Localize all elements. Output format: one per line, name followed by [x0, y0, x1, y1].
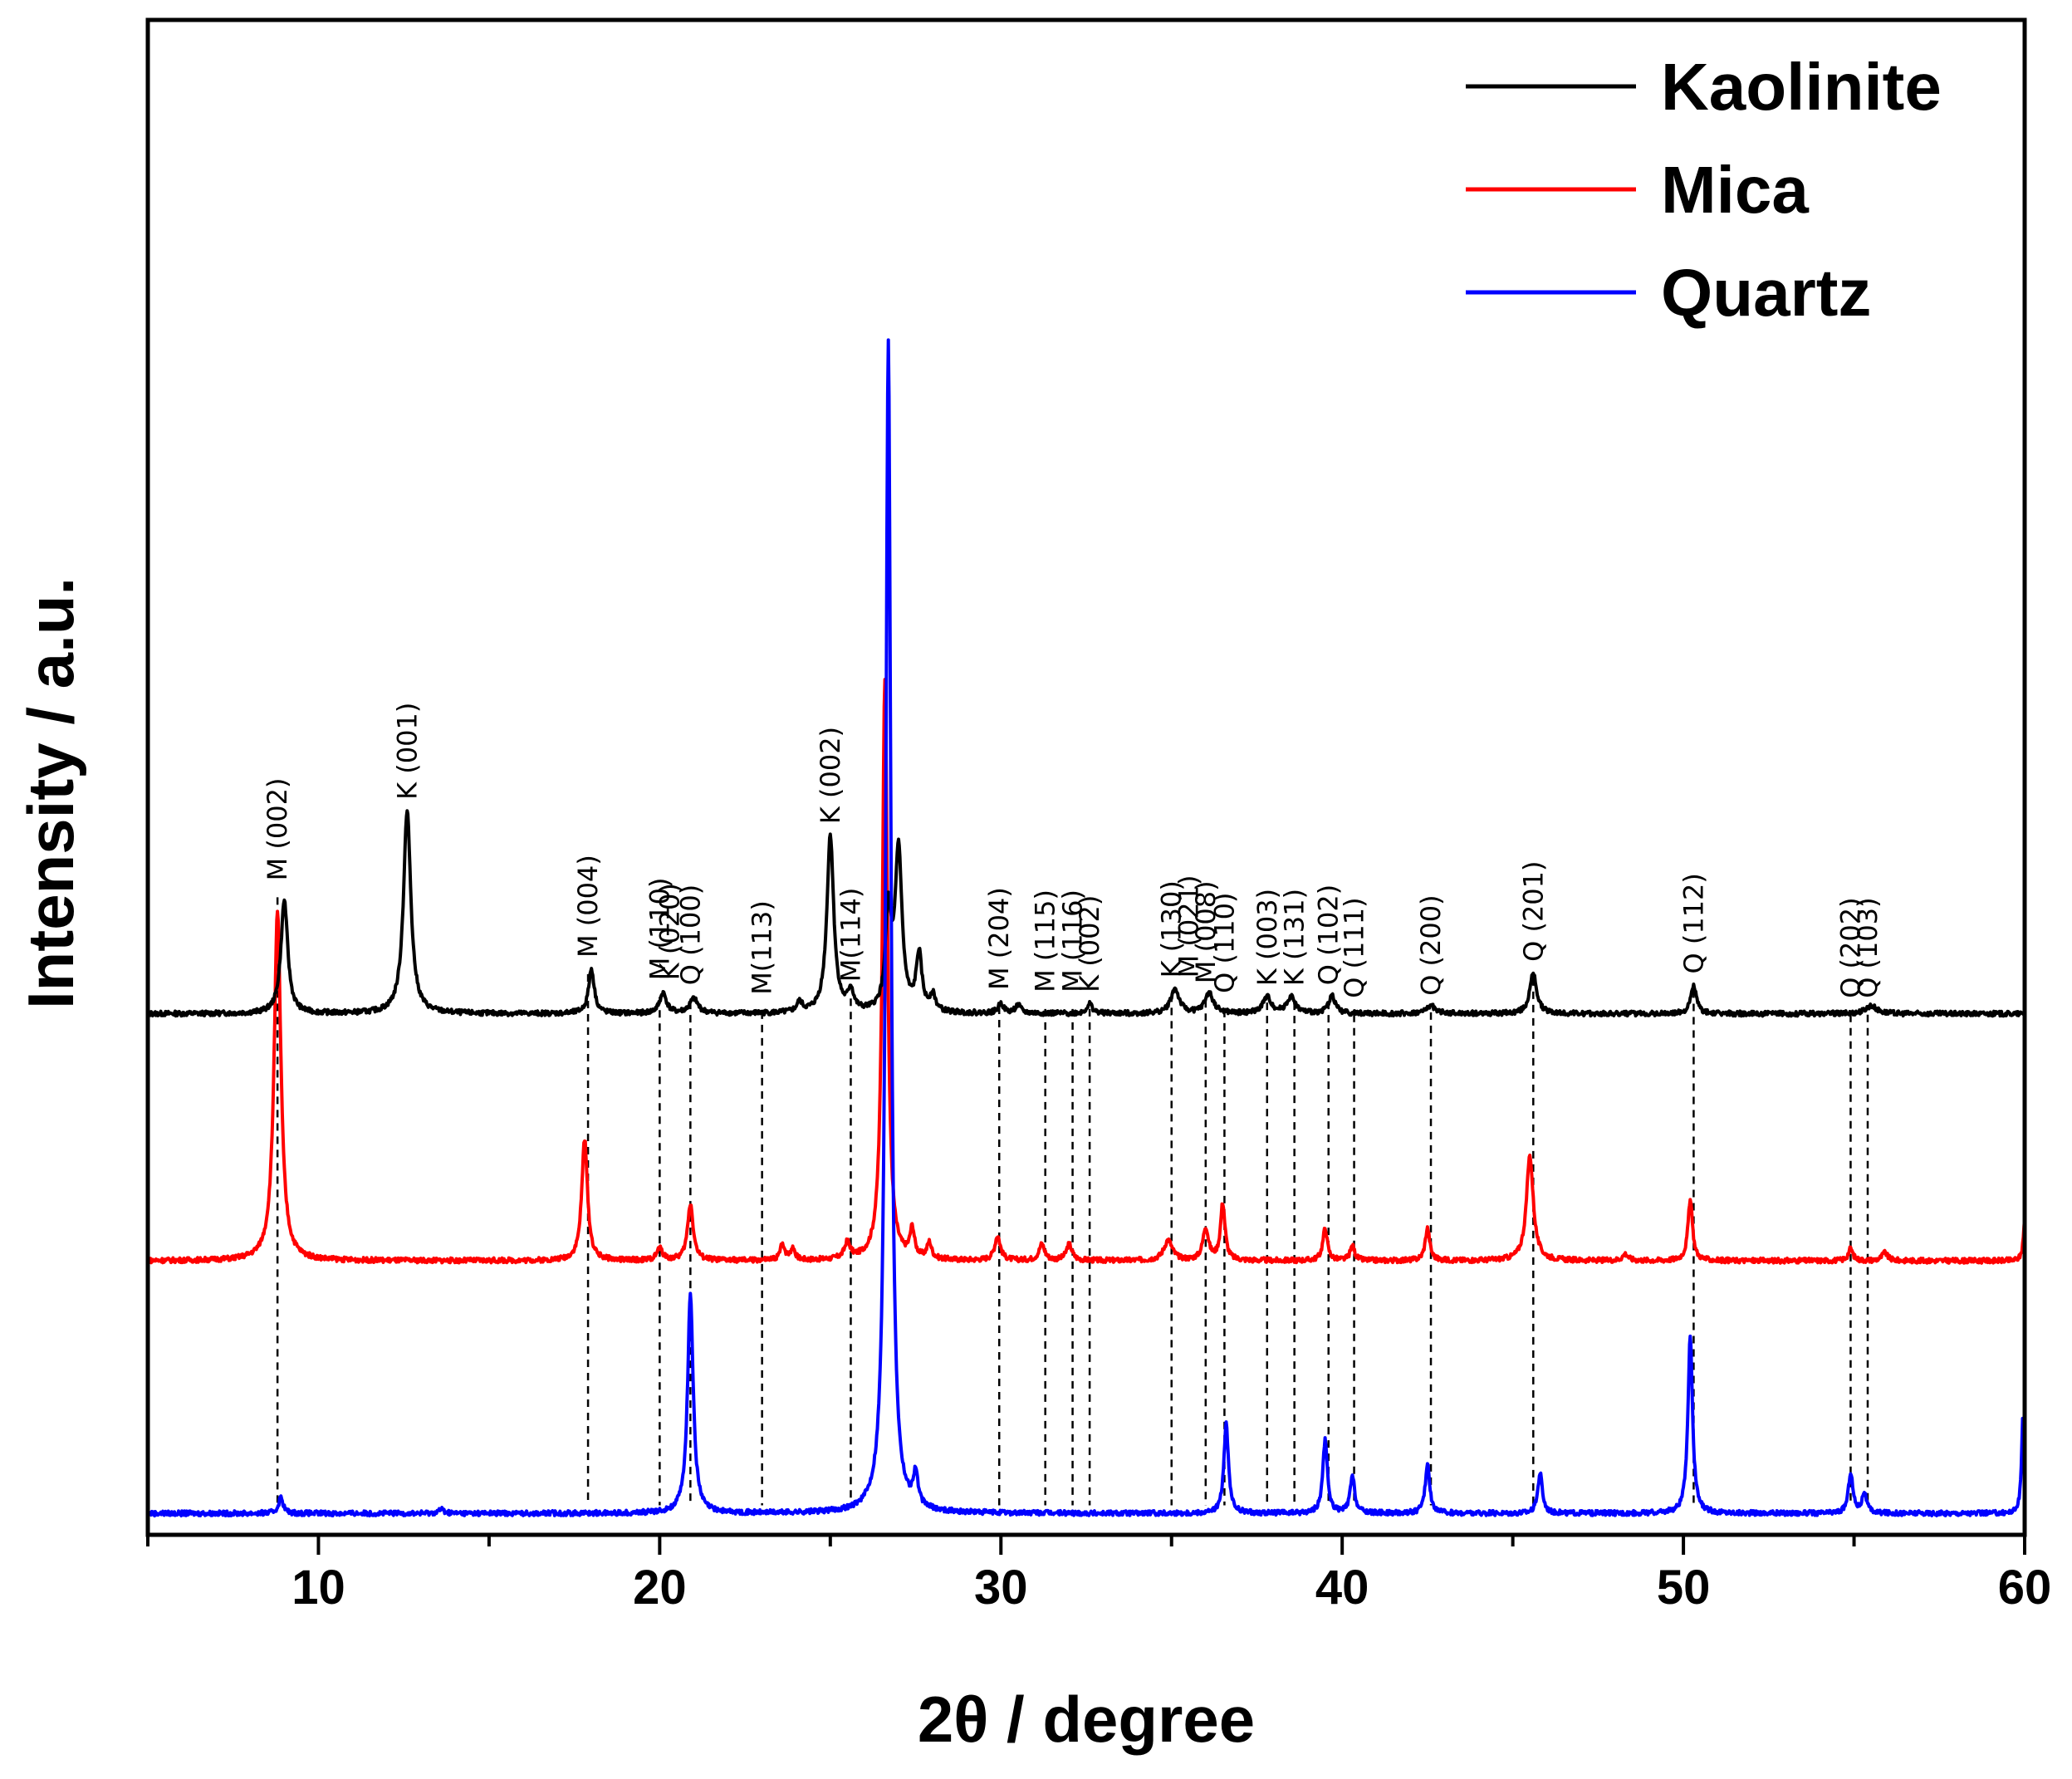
peak-label: Q (110)	[1208, 892, 1240, 992]
peak-label: Q (100)	[674, 885, 706, 985]
peak-label: K (131)	[1279, 889, 1310, 986]
peak-label: M (116)	[1057, 890, 1089, 992]
y-axis-title: Intensity / a.u.	[14, 577, 87, 1009]
series-line-mica	[146, 678, 2026, 1265]
x-tick-label: 20	[633, 1561, 687, 1615]
peak-label: M (115)	[1030, 890, 1061, 992]
peak-label: K (002)	[1074, 895, 1105, 992]
x-axis-title: 2θ / degree	[918, 1683, 1255, 1756]
x-axis-ticks: 10 20 30 40 50 60	[146, 1535, 2052, 1615]
series-line-kaolinite	[146, 809, 2026, 1018]
peak-label: K (002)	[815, 727, 846, 824]
peak-label: K (020)	[654, 883, 686, 980]
peak-label: Q (111)	[1339, 897, 1370, 997]
peak-label: M (002)	[262, 778, 293, 881]
legend-label-mica: Mica	[1661, 153, 1809, 227]
x-tick-label: 60	[1998, 1561, 2052, 1615]
legend-label-kaolinite: Kaolinite	[1661, 50, 1942, 124]
peak-label: M (008)	[1190, 880, 1222, 983]
series-layer	[146, 338, 2026, 1518]
peak-label: M (204)	[983, 887, 1015, 990]
x-tick-label: 50	[1657, 1561, 1711, 1615]
x-tick-label: 30	[974, 1561, 1028, 1615]
peak-label: M (021)	[1173, 875, 1204, 978]
peak-label: Q (200)	[1415, 894, 1447, 995]
legend: Kaolinite Mica Quartz	[1466, 50, 1942, 330]
peak-label: M(113)	[747, 900, 778, 995]
peak-label: M(114)	[835, 888, 867, 983]
peak-label: Q (103)	[1852, 897, 1883, 997]
peak-label: Q (102)	[1313, 885, 1345, 985]
peak-label: K (130)	[1156, 880, 1188, 978]
peak-label: K (001)	[391, 703, 423, 800]
peak-label: Q (112)	[1678, 873, 1709, 973]
peak-label: M (110)	[644, 877, 675, 980]
peak-label: Q (201)	[1517, 860, 1549, 961]
peak-labels: M (002)K (001)M (004) M (110)K (020)Q (10…	[262, 703, 1883, 998]
peak-label: M (004)	[572, 855, 604, 958]
legend-label-quartz: Quartz	[1661, 256, 1871, 330]
x-tick-label: 10	[291, 1561, 345, 1615]
plot-frame	[145, 17, 2027, 1537]
series-line-quartz	[146, 338, 2026, 1518]
peak-label: Q (202)	[1834, 897, 1866, 997]
x-tick-label: 40	[1315, 1561, 1369, 1615]
peak-label: K (003)	[1252, 889, 1283, 986]
